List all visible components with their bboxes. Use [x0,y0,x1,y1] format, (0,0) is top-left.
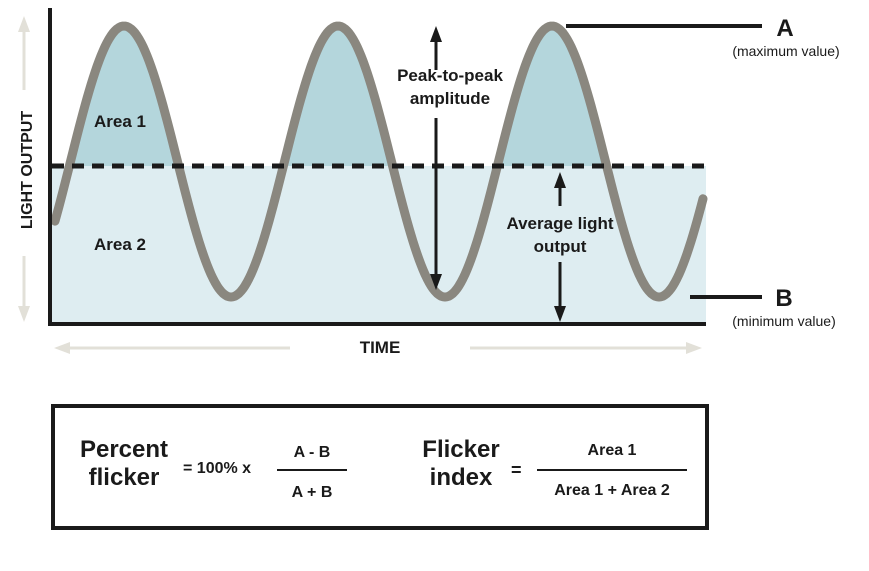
index-numerator: Area 1 [587,442,637,459]
x-axis-label: TIME [360,338,401,357]
percent-flicker-line1: Percent [79,436,169,463]
max-caption: (maximum value) [732,43,839,59]
area-2-label: Area 2 [94,235,146,254]
index-equals: = [511,460,522,480]
flicker-index-line1: Flicker [422,436,500,463]
percent-equals: = 100% x [183,460,252,477]
average-output-arrow [554,172,566,322]
percent-fraction-bar [277,469,347,471]
flicker-index-line2: index [429,464,493,491]
formula-box: Percent flicker = 100% x A - B A + B Fli… [51,404,709,530]
area-2-region [52,166,706,324]
area-1-region [55,26,704,166]
waveform-line [50,21,708,302]
peak-to-peak-label-line1: Peak-to-peak [397,66,503,85]
y-axis-arrows [18,16,30,322]
average-label-line2: output [534,237,587,256]
percent-flicker-label: Percent flicker [71,436,177,492]
min-caption: (minimum value) [732,313,835,329]
average-label-line1: Average light [506,214,613,233]
index-denominator: Area 1 + Area 2 [554,482,670,499]
percent-numerator: A - B [293,444,331,461]
peak-to-peak-label-line2: amplitude [410,89,490,108]
percent-denominator: A + B [291,484,333,501]
percent-flicker-line2: flicker [88,464,160,491]
flicker-index-label: Flicker index [415,436,507,492]
max-letter: A [776,15,793,42]
index-fraction-bar [537,469,687,471]
min-letter: B [775,285,792,312]
y-axis-label: LIGHT OUTPUT [19,111,36,229]
area-1-label: Area 1 [94,112,146,131]
x-axis-arrows [54,342,702,354]
peak-to-peak-arrow [430,26,442,290]
